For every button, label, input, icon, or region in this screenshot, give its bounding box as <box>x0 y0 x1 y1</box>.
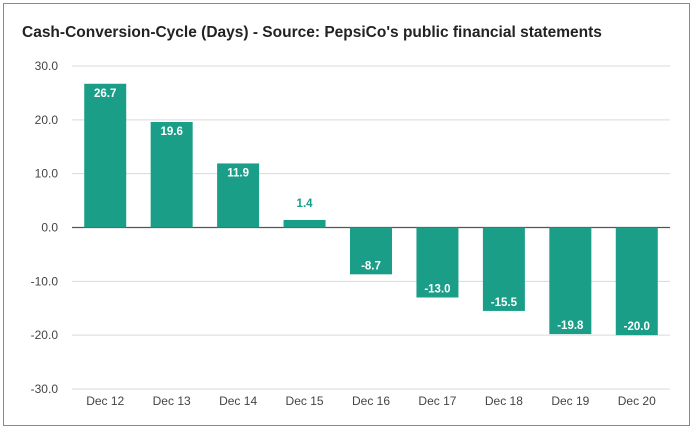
data-label: 11.9 <box>227 167 249 179</box>
y-tick-label: 10.0 <box>35 167 59 181</box>
x-tick-label: Dec 19 <box>551 394 589 408</box>
data-label: -13.0 <box>424 283 450 295</box>
bar <box>150 121 193 228</box>
bar <box>549 227 592 335</box>
bar <box>615 227 658 336</box>
bar <box>350 227 392 275</box>
chart-title: Cash-Conversion-Cycle (Days) - Source: P… <box>22 24 602 41</box>
x-tick-label: Dec 15 <box>286 394 324 408</box>
x-tick-label: Dec 13 <box>153 394 191 408</box>
data-label: -20.0 <box>624 321 650 333</box>
x-tick-label: Dec 18 <box>485 394 523 408</box>
y-tick-label: 30.0 <box>35 59 59 73</box>
bar <box>84 83 127 228</box>
bar <box>482 227 525 311</box>
data-label: 19.6 <box>160 126 182 138</box>
data-label: 26.7 <box>94 88 116 100</box>
bar <box>416 227 459 298</box>
x-tick-label: Dec 17 <box>418 394 456 408</box>
data-label: 1.4 <box>297 198 314 210</box>
x-tick-label: Dec 14 <box>219 394 257 408</box>
x-tick-label: Dec 20 <box>618 394 656 408</box>
y-tick-label: 20.0 <box>35 113 59 127</box>
data-label: -15.5 <box>491 297 518 309</box>
y-tick-label: 0.0 <box>41 221 58 235</box>
y-tick-label: -10.0 <box>31 274 59 288</box>
data-label: -8.7 <box>361 260 381 272</box>
y-tick-label: -20.0 <box>31 328 59 342</box>
x-tick-label: Dec 16 <box>352 394 390 408</box>
bar <box>217 163 260 228</box>
data-label: -19.8 <box>557 320 584 332</box>
y-tick-label: -30.0 <box>31 382 59 396</box>
x-tick-label: Dec 12 <box>86 394 124 408</box>
bar <box>283 219 326 228</box>
